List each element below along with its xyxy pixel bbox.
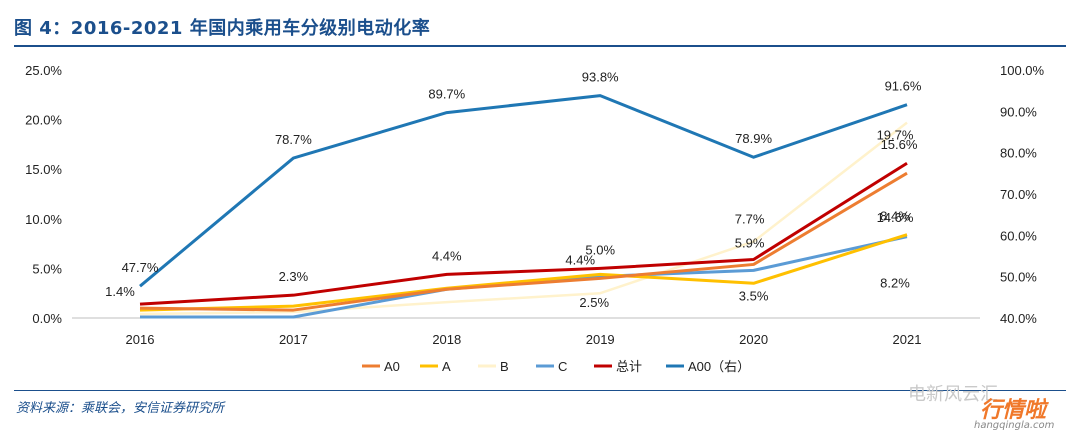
data-label: 2.5% — [579, 295, 609, 310]
watermark-text: 电新风云汇 — [908, 384, 998, 405]
x-tick-label: 2018 — [432, 332, 461, 347]
legend-label: C — [558, 359, 567, 374]
x-tick-label: 2020 — [739, 332, 768, 347]
y-tick-left: 25.0% — [25, 63, 62, 78]
data-label: 15.6% — [881, 137, 918, 152]
y-tick-right: 80.0% — [1000, 146, 1037, 161]
series-line-0 — [139, 171, 908, 312]
data-label: 8.4% — [880, 209, 910, 224]
x-tick-label: 2016 — [126, 332, 155, 347]
y-tick-right: 60.0% — [1000, 228, 1037, 243]
data-label: 5.9% — [735, 235, 765, 250]
title-divider — [14, 45, 1066, 47]
y-tick-right: 100.0% — [1000, 63, 1045, 78]
data-label: 8.2% — [880, 276, 910, 291]
legend-label: B — [500, 359, 509, 374]
chart-title-row: 图 4：2016-2021 年国内乘用车分级别电动化率 — [14, 14, 430, 42]
data-label: 91.6% — [885, 79, 922, 94]
y-tick-left: 15.0% — [25, 162, 62, 177]
data-label: 7.7% — [735, 212, 765, 227]
watermark-url: hangqingla.com — [974, 420, 1055, 431]
data-label: 2.3% — [279, 269, 309, 284]
source-note: 资料来源：乘联会，安信证券研究所 — [16, 401, 225, 416]
series-line-5 — [139, 94, 908, 288]
source-divider — [14, 390, 1066, 391]
data-label: 4.4% — [432, 248, 462, 263]
legend-label: 总计 — [616, 359, 642, 374]
data-label: 4.4% — [565, 252, 595, 267]
y-tick-right: 50.0% — [1000, 270, 1037, 285]
watermark: 电新风云汇 行情啦 hangqingla.com — [870, 378, 1070, 434]
series-line-4 — [139, 161, 908, 306]
data-label: 5.0% — [585, 242, 615, 257]
series-line-3 — [140, 235, 908, 319]
data-label: 93.8% — [582, 70, 619, 85]
data-label: 78.9% — [735, 131, 772, 146]
y-tick-left: 10.0% — [25, 212, 62, 227]
data-label: 47.7% — [122, 260, 159, 275]
y-tick-right: 90.0% — [1000, 104, 1037, 119]
data-label: 89.7% — [428, 87, 465, 102]
legend-label: A00（右） — [688, 359, 750, 374]
y-tick-left: 5.0% — [32, 261, 62, 276]
series-line-1 — [139, 233, 908, 312]
data-label: 1.4% — [105, 284, 135, 299]
chart-title: 图 4：2016-2021 年国内乘用车分级别电动化率 — [14, 18, 431, 39]
data-label: 78.7% — [275, 132, 312, 147]
x-tick-label: 2017 — [279, 332, 308, 347]
y-tick-right: 70.0% — [1000, 187, 1037, 202]
y-tick-right: 40.0% — [1000, 311, 1037, 326]
y-tick-left: 0.0% — [32, 311, 62, 326]
data-label: 14.6% — [877, 210, 914, 225]
watermark-brand: 行情啦 — [980, 398, 1047, 423]
x-tick-label: 2019 — [586, 332, 615, 347]
data-label: 19.7% — [877, 128, 914, 143]
legend-label: A — [442, 359, 451, 374]
data-label: 3.5% — [739, 288, 769, 303]
x-tick-label: 2021 — [893, 332, 922, 347]
series-line-2 — [139, 121, 908, 316]
y-tick-left: 20.0% — [25, 113, 62, 128]
legend-label: A0 — [384, 359, 400, 374]
